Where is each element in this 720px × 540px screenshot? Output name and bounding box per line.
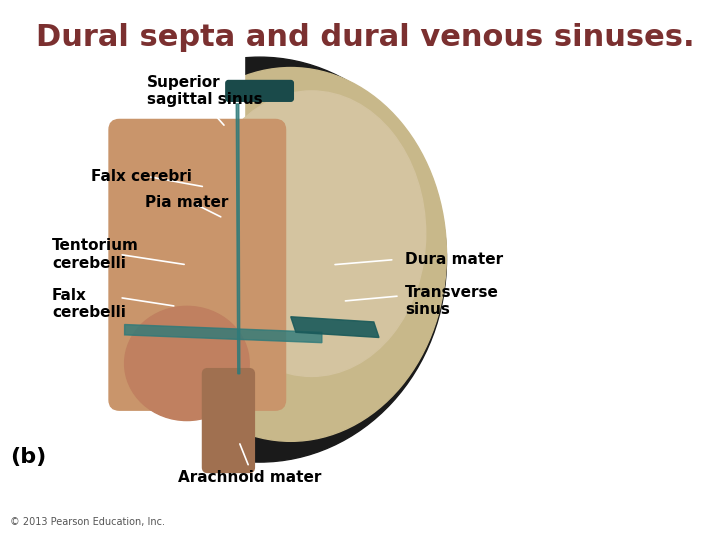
Ellipse shape xyxy=(135,68,446,441)
Text: Transverse
sinus: Transverse sinus xyxy=(405,285,499,318)
Text: Dural septa and dural venous sinuses.: Dural septa and dural venous sinuses. xyxy=(36,23,695,52)
Ellipse shape xyxy=(197,91,426,376)
Text: Superior
sagittal sinus: Superior sagittal sinus xyxy=(148,75,263,107)
Text: Falx
cerebelli: Falx cerebelli xyxy=(52,287,126,320)
Text: © 2013 Pearson Education, Inc.: © 2013 Pearson Education, Inc. xyxy=(10,517,166,527)
Polygon shape xyxy=(291,317,379,338)
Text: (b): (b) xyxy=(10,447,47,467)
Text: Pia mater: Pia mater xyxy=(145,195,229,210)
FancyBboxPatch shape xyxy=(226,80,293,102)
Ellipse shape xyxy=(125,306,249,421)
Text: Dura mater: Dura mater xyxy=(405,252,503,267)
Ellipse shape xyxy=(73,57,446,462)
Text: Tentorium
cerebelli: Tentorium cerebelli xyxy=(52,238,139,271)
Text: Falx cerebri: Falx cerebri xyxy=(91,169,192,184)
Text: Arachnoid mater: Arachnoid mater xyxy=(178,470,321,485)
FancyBboxPatch shape xyxy=(109,119,286,410)
Polygon shape xyxy=(236,104,240,374)
Bar xyxy=(0,10,244,530)
FancyBboxPatch shape xyxy=(202,369,254,472)
Polygon shape xyxy=(125,325,322,343)
